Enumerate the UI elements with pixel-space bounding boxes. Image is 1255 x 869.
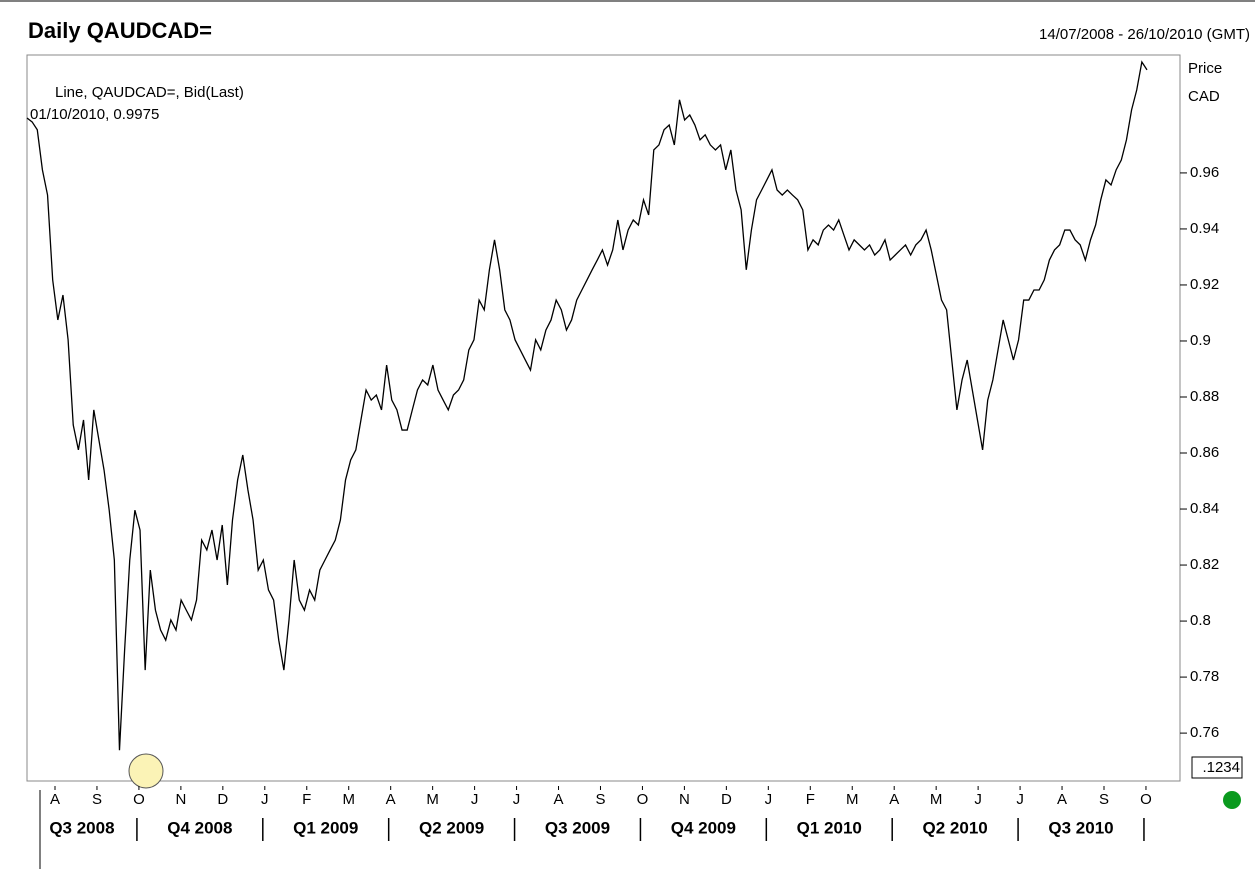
month-label: J — [974, 791, 982, 808]
quarter-label: Q2 2010 — [923, 818, 988, 837]
quarter-label: Q1 2009 — [293, 818, 358, 837]
axis-label: CAD — [1188, 88, 1220, 105]
month-label: O — [637, 791, 649, 808]
month-label: J — [471, 791, 479, 808]
quarter-label: Q3 2008 — [49, 818, 114, 837]
month-label: J — [261, 791, 269, 808]
y-tick-label: 0.86 — [1190, 444, 1219, 461]
quarter-label: Q3 2010 — [1048, 818, 1113, 837]
month-label: O — [133, 791, 145, 808]
quarter-label: Q4 2008 — [167, 818, 232, 837]
status-dot — [1223, 791, 1241, 809]
month-label: M — [342, 791, 355, 808]
month-label: A — [50, 791, 60, 808]
quarter-label: Q1 2010 — [797, 818, 862, 837]
y-tick-label: 0.94 — [1190, 220, 1219, 237]
y-tick-label: 0.96 — [1190, 164, 1219, 181]
month-label: S — [92, 791, 102, 808]
plot-frame — [26, 54, 1181, 782]
annotation: Line, QAUDCAD=, Bid(Last) — [55, 84, 244, 101]
month-label: A — [386, 791, 396, 808]
chart-title: Daily QAUDCAD= — [28, 18, 212, 43]
y-tick-label: 0.78 — [1190, 668, 1219, 685]
month-label: A — [889, 791, 899, 808]
month-label: D — [217, 791, 228, 808]
month-label: J — [513, 791, 521, 808]
month-label: M — [846, 791, 859, 808]
y-tick-label: 0.88 — [1190, 388, 1219, 405]
month-label: J — [765, 791, 773, 808]
month-label: S — [595, 791, 605, 808]
month-label: M — [930, 791, 943, 808]
month-label: F — [806, 791, 815, 808]
month-label: J — [1016, 791, 1024, 808]
y-tick-label: 0.82 — [1190, 556, 1219, 573]
annotation: 01/10/2010, 0.9975 — [30, 106, 159, 123]
y-tick-label: 0.76 — [1190, 724, 1219, 741]
highlight-circle — [128, 753, 164, 789]
price-box-label: .1234 — [1202, 759, 1240, 776]
quarter-label: Q3 2009 — [545, 818, 610, 837]
quarter-label: Q4 2009 — [671, 818, 736, 837]
month-label: D — [721, 791, 732, 808]
month-label: S — [1099, 791, 1109, 808]
date-range: 14/07/2008 - 26/10/2010 (GMT) — [1039, 26, 1250, 43]
axis-label: Price — [1188, 60, 1222, 77]
month-label: N — [679, 791, 690, 808]
y-tick-label: 0.9 — [1190, 332, 1211, 349]
month-label: A — [1057, 791, 1067, 808]
month-label: F — [302, 791, 311, 808]
month-label: N — [175, 791, 186, 808]
month-label: O — [1140, 791, 1152, 808]
y-tick-label: 0.84 — [1190, 500, 1219, 517]
price-line — [26, 60, 1148, 751]
quarter-label: Q2 2009 — [419, 818, 484, 837]
y-tick-label: 0.92 — [1190, 276, 1219, 293]
month-label: A — [554, 791, 564, 808]
month-label: M — [426, 791, 439, 808]
y-tick-label: 0.8 — [1190, 612, 1211, 629]
price-box — [1191, 756, 1243, 779]
